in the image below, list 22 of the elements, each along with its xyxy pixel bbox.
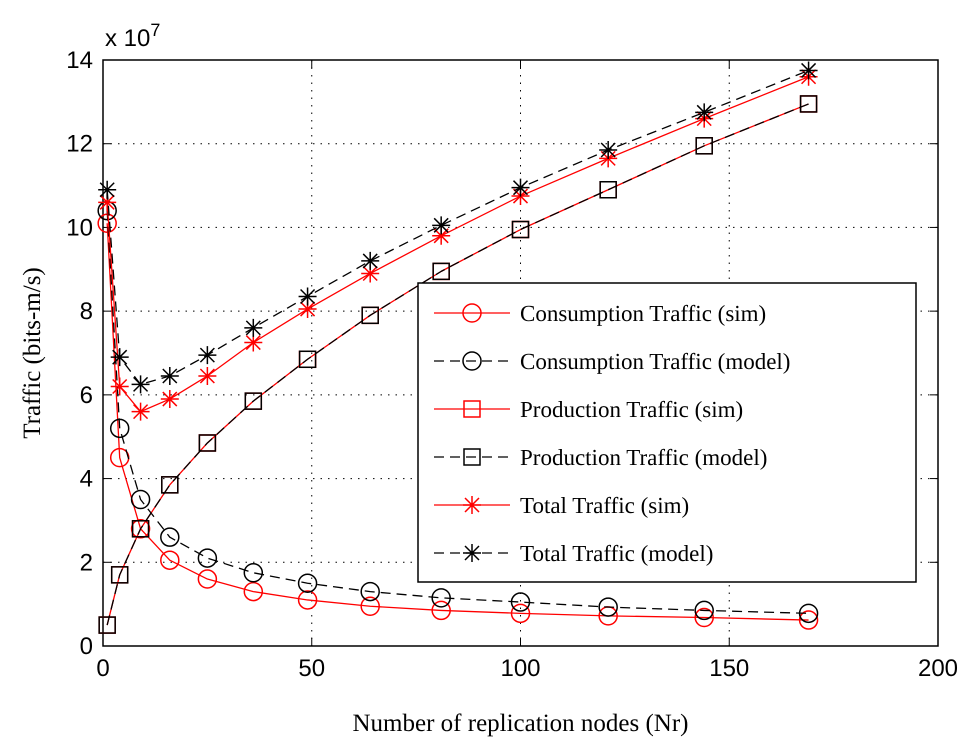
x-tick-label: 50 [298,655,326,682]
legend-label: Production Traffic (sim) [520,397,744,422]
legend-label: Consumption Traffic (model) [520,349,790,374]
legend-label: Consumption Traffic (sim) [520,301,766,326]
y-tick-label: 4 [80,466,93,493]
y-tick-label: 10 [66,214,93,242]
x-tick-label: 200 [918,655,958,682]
x-tick-label: 0 [96,655,110,682]
y-axis-title: Traffic (bits-m/s) [19,267,46,439]
x-tick-label: 100 [500,655,541,682]
legend-label: Total Traffic (model) [520,541,714,566]
y-tick-label: 14 [66,47,93,74]
y-tick-label: 0 [80,633,93,660]
y-tick-label: 12 [66,130,93,158]
text: x 10$^{7}$ [105,20,160,52]
y-tick-label: 8 [80,298,93,326]
legend-label: Total Traffic (sim) [520,493,690,518]
y-tick-label: 2 [80,549,93,576]
y-tick-label: 6 [80,382,93,409]
x-axis-title: Number of replication nodes (Nr) [352,710,688,737]
x-tick-label: 150 [709,655,750,682]
legend-label: Production Traffic (model) [520,445,768,470]
